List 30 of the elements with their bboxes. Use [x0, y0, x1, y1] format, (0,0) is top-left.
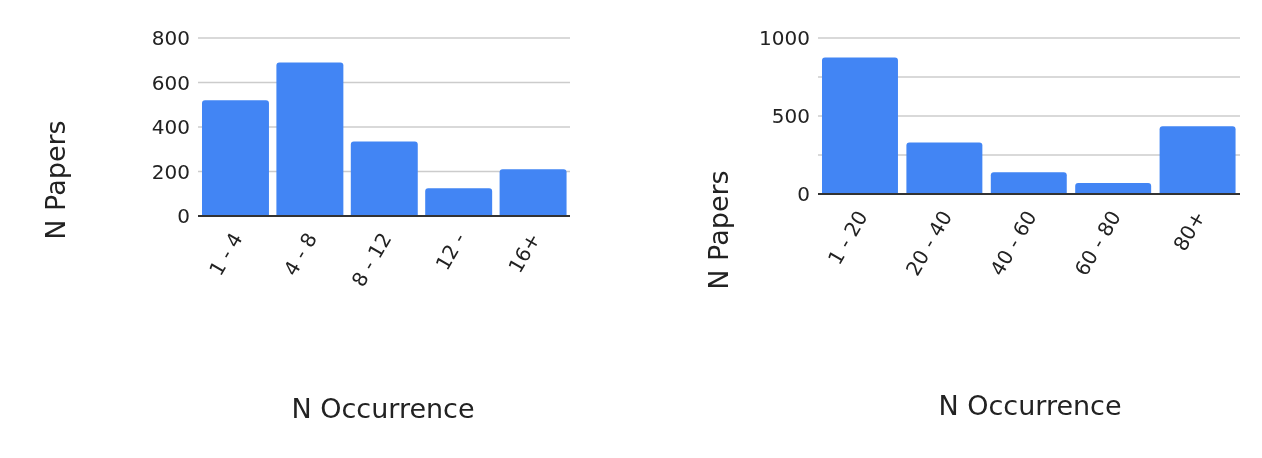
bar — [1075, 183, 1152, 194]
y-axis-title: N Papers — [702, 170, 734, 290]
y-tick-label: 500 — [771, 104, 810, 129]
x-tick-label: 40 - 60 — [985, 206, 1042, 280]
bar — [202, 100, 269, 216]
x-tick-label: 12 - — [430, 228, 471, 275]
bar — [425, 188, 493, 216]
x-tick-label: 1 - 20 — [822, 206, 873, 269]
bar — [990, 172, 1067, 194]
bar — [276, 62, 344, 216]
x-tick-label: 8 - 12 — [346, 228, 397, 291]
bar — [822, 57, 898, 194]
x-tick-label: 4 - 8 — [278, 228, 322, 280]
y-tick-label: 400 — [151, 115, 190, 140]
y-tick-label: 800 — [151, 26, 190, 51]
x-tick-label: 1 - 4 — [204, 228, 248, 280]
bar — [906, 142, 983, 194]
x-axis-title: N Occurrence — [938, 389, 1122, 421]
x-tick-label: 20 - 40 — [900, 206, 957, 280]
bar — [350, 141, 418, 216]
bar — [499, 169, 567, 216]
y-tick-label: 1000 — [759, 26, 810, 51]
y-axis-title: N Papers — [39, 120, 71, 240]
x-tick-label: 60 - 80 — [1069, 206, 1126, 280]
x-axis-title: N Occurrence — [291, 392, 475, 424]
y-tick-label: 600 — [151, 70, 190, 95]
y-tick-label: 0 — [177, 204, 190, 229]
y-tick-label: 0 — [797, 182, 810, 207]
bar — [1159, 126, 1236, 194]
y-tick-label: 200 — [151, 159, 190, 184]
